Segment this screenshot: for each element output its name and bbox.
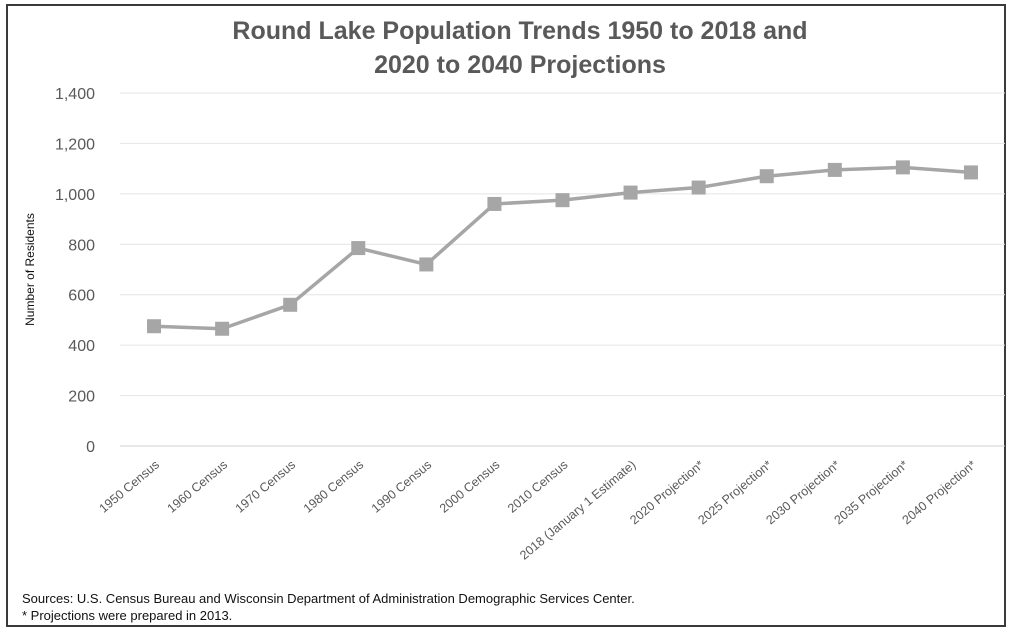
series-line [153,165,972,331]
y-tick-label: 400 [68,338,95,355]
data-point-marker [963,165,978,180]
y-tick-label: 1,200 [55,136,95,153]
x-tick-label: 1970 Census [233,458,298,516]
data-point-marker [827,162,842,177]
chart-frame [6,4,1006,627]
data-point-marker [895,160,910,175]
y-tick-label: 200 [68,389,95,406]
chart-title-line-1: Round Lake Population Trends 1950 to 201… [232,17,808,45]
data-point-marker [555,193,570,208]
chart-title-line-2: 2020 to 2040 Projections [374,51,666,79]
data-point-marker [691,180,706,195]
x-tick-label: 2010 Census [505,458,570,516]
data-point-marker [215,321,230,336]
y-tick-label: 600 [68,288,95,305]
y-tick-label: 1,400 [55,86,95,103]
x-tick-label: 1950 Census [97,458,162,516]
x-tick-label: 1990 Census [369,458,434,516]
chart-title: Round Lake Population Trends 1950 to 201… [0,14,1016,82]
x-tick-label: 2000 Census [437,458,502,516]
y-tick-label: 1,000 [55,187,95,204]
sources-note: Sources: U.S. Census Bureau and Wisconsi… [22,591,635,606]
data-point-marker [759,169,774,184]
x-tick-label: 2040 Projection* [900,457,979,527]
data-point-marker [351,241,366,256]
data-point-marker [283,297,298,312]
x-tick-label: 1960 Census [165,458,230,516]
x-tick-label: 1980 Census [301,458,366,516]
x-tick-label: 2018 (January 1 Estimate) [517,458,638,563]
data-point-marker [419,257,434,272]
chart-footer: Sources: U.S. Census Bureau and Wisconsi… [22,590,635,624]
data-point-marker [623,185,638,200]
y-tick-label: 0 [86,439,95,456]
data-point-marker [487,196,502,211]
projections-note: * Projections were prepared in 2013. [22,608,233,623]
y-axis-title: Number of Residents [23,213,37,326]
y-tick-label: 800 [68,237,95,254]
data-point-marker [147,319,162,334]
